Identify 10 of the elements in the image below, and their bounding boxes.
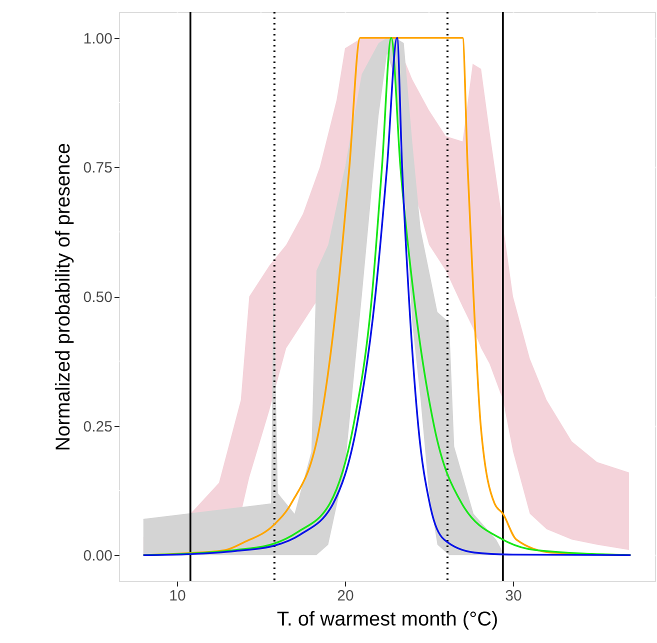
x-tick-label: 20 — [337, 588, 354, 604]
y-axis-title: Normalized probability of presence — [52, 143, 74, 451]
y-tick-label: 1.00 — [83, 30, 112, 48]
y-tick-label: 0.75 — [83, 160, 112, 177]
y-tick-label: 0.00 — [83, 548, 112, 565]
x-tick-label: 30 — [505, 588, 522, 604]
x-axis-title: T. of warmest month (°C) — [276, 608, 498, 630]
y-tick-label: 0.50 — [83, 289, 112, 306]
y-tick-label: 0.25 — [83, 418, 112, 436]
x-tick-label: 10 — [169, 588, 186, 604]
